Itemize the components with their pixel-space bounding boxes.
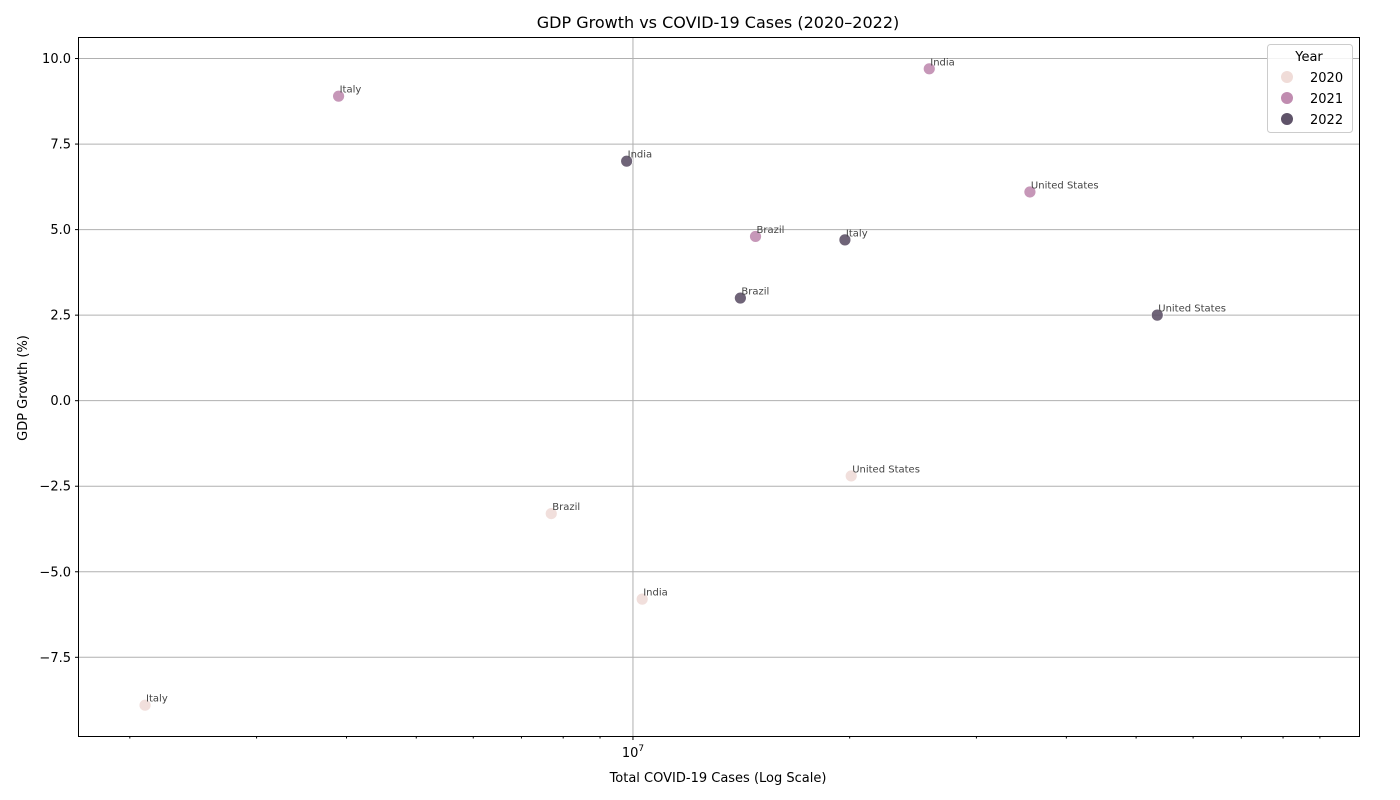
point-labels: Italy Brazil India United States Italy Brazil… <box>146 57 1226 704</box>
legend-marker <box>1281 71 1293 83</box>
legend-box <box>1267 44 1353 133</box>
data-point <box>749 230 762 243</box>
data-point <box>733 291 747 305</box>
plot-frame <box>78 37 1360 737</box>
legend-label: 2021 <box>1310 92 1343 107</box>
y-tick-label: −5.0 <box>39 565 71 580</box>
y-axis-ticks: 10.0 7.5 5.0 2.5 0.0 −2.5 −5.0 −7.5 <box>39 52 79 666</box>
y-tick-label: 0.0 <box>50 394 71 409</box>
data-point <box>922 62 936 76</box>
data-label: United States <box>1031 180 1099 191</box>
data-label: Italy <box>846 228 868 239</box>
y-tick-label: 5.0 <box>50 223 71 238</box>
y-tick-label: 10.0 <box>42 52 71 67</box>
data-point <box>1150 308 1164 322</box>
y-tick-label: 7.5 <box>50 138 71 153</box>
legend-title: Year <box>1294 50 1323 65</box>
data-label: Brazil <box>757 225 785 236</box>
legend-label: 2020 <box>1310 71 1343 86</box>
data-label: United States <box>852 464 920 475</box>
legend: Year 2020 2021 2022 <box>1267 44 1353 133</box>
y-tick-label: −2.5 <box>39 480 71 495</box>
data-label: Italy <box>146 694 168 705</box>
data-point <box>544 507 558 520</box>
data-label: India <box>628 150 653 161</box>
data-point <box>635 592 649 606</box>
legend-marker <box>1281 92 1293 104</box>
data-point <box>844 469 858 483</box>
legend-label: 2022 <box>1310 113 1343 128</box>
y-axis-label: GDP Growth (%) <box>16 335 31 441</box>
y-tick-label: 2.5 <box>50 309 71 324</box>
data-point <box>620 154 634 168</box>
data-points <box>138 62 1164 712</box>
data-label: Italy <box>340 85 362 96</box>
x-tick-label: 107 <box>622 744 644 761</box>
data-label: India <box>930 57 955 68</box>
grid <box>79 38 1359 736</box>
data-point <box>1023 185 1037 199</box>
x-axis-ticks: 107 <box>129 736 1321 761</box>
data-label: India <box>643 588 668 599</box>
chart-title: GDP Growth vs COVID-19 Cases (2020–2022) <box>537 13 900 32</box>
x-axis-label: Total COVID-19 Cases (Log Scale) <box>609 771 827 786</box>
legend-marker <box>1281 113 1293 125</box>
data-label: Brazil <box>741 287 769 298</box>
data-point <box>332 89 345 103</box>
y-tick-label: −7.5 <box>39 651 71 666</box>
data-label: United States <box>1158 304 1226 315</box>
data-point <box>838 233 852 247</box>
data-label: Brazil <box>552 502 580 513</box>
data-point <box>138 698 152 712</box>
